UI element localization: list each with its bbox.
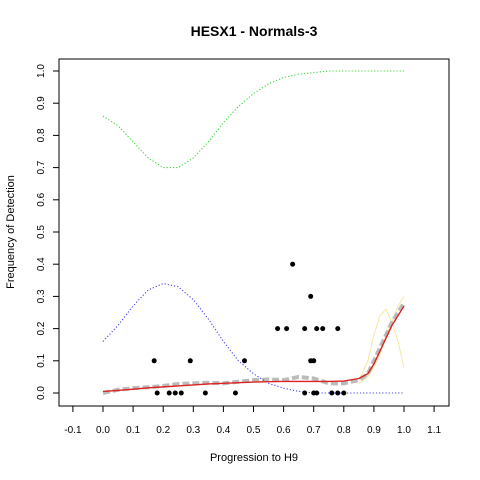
data-point	[308, 293, 314, 299]
x-axis-label: Progression to H9	[210, 452, 298, 464]
data-point	[320, 326, 326, 332]
data-point	[275, 326, 281, 332]
x-tick-label: 0.3	[186, 425, 200, 436]
series-layer	[102, 70, 406, 395]
data-point	[314, 326, 320, 332]
x-tick-label: 0.9	[367, 425, 381, 436]
data-point	[284, 326, 290, 332]
data-point	[232, 390, 238, 396]
x-tick-label: 0.0	[96, 425, 110, 436]
series-line-1	[102, 282, 404, 394]
y-tick-label: 1.0	[36, 64, 47, 78]
data-point	[314, 390, 320, 396]
data-point	[178, 390, 184, 396]
y-tick-label: 0.4	[36, 257, 47, 271]
y-tick-label: 0.0	[36, 386, 47, 400]
series-line-4	[358, 308, 405, 381]
y-tick-label: 0.8	[36, 128, 47, 142]
x-tick-label: 0.7	[307, 425, 321, 436]
data-point	[187, 358, 193, 364]
data-point	[341, 390, 347, 396]
y-tick-label: 0.7	[36, 160, 47, 174]
x-tick-label: -0.1	[64, 425, 82, 436]
data-point	[166, 390, 172, 396]
chart-title: HESX1 - Normals-3	[191, 23, 318, 39]
y-tick-label: 0.3	[36, 289, 47, 303]
data-point	[302, 390, 308, 396]
data-point	[172, 390, 178, 396]
x-tick-label: 1.0	[397, 425, 411, 436]
plot-area	[58, 58, 450, 407]
y-tick-label: 0.5	[36, 225, 47, 239]
data-point	[154, 390, 160, 396]
x-axis: -0.1 0.0 0.1 0.2 0.3 0.4 0.5 0.6 0.7 0.8 0.9 1.0 1.1	[64, 406, 441, 436]
x-tick-label: 0.1	[126, 425, 140, 436]
data-point	[202, 390, 208, 396]
data-point	[151, 358, 157, 364]
y-axis: 0.0 0.1 0.2 0.3 0.4 0.5 0.6 0.7 0.8 0.9 1.0	[36, 64, 59, 400]
x-tick-label: 0.6	[277, 425, 291, 436]
data-point	[335, 326, 341, 332]
y-axis-label: Frequency of Detection	[5, 175, 17, 289]
data-point	[290, 261, 296, 267]
y-tick-label: 0.2	[36, 321, 47, 335]
data-point	[329, 390, 335, 396]
data-point	[311, 358, 317, 364]
data-point	[335, 390, 341, 396]
data-point	[302, 326, 308, 332]
y-tick-label: 0.6	[36, 192, 47, 206]
series-line-0	[102, 70, 404, 169]
x-tick-label: 0.5	[247, 425, 261, 436]
x-tick-label: 0.4	[216, 425, 230, 436]
y-tick-label: 0.9	[36, 96, 47, 110]
y-tick-label: 0.1	[36, 353, 47, 367]
points-layer	[151, 261, 347, 396]
x-tick-label: 0.8	[337, 425, 351, 436]
x-tick-label: 1.1	[427, 425, 441, 436]
series-line-2	[102, 305, 405, 393]
data-point	[241, 358, 247, 364]
x-tick-label: 0.2	[156, 425, 170, 436]
